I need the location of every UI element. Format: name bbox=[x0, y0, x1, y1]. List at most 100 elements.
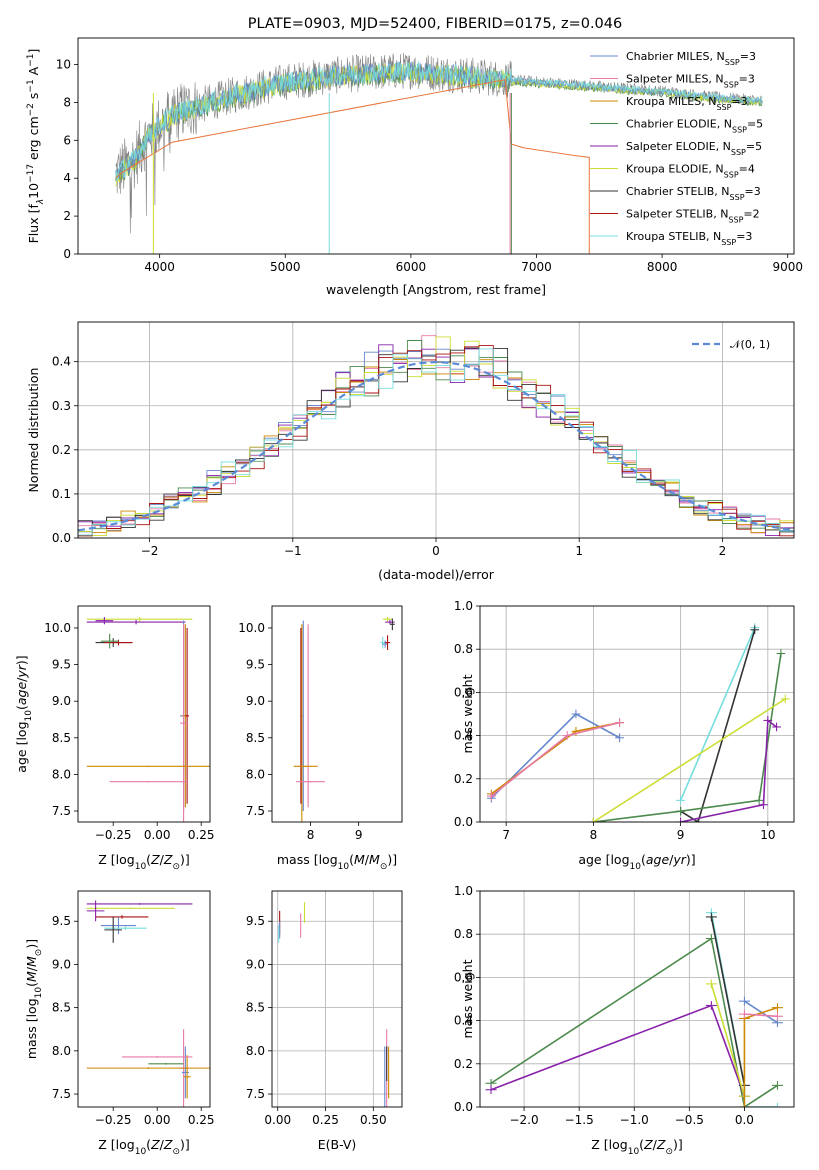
label-part: ( bbox=[146, 1137, 151, 1152]
label-part: s bbox=[26, 93, 41, 104]
x-tick-label: 0.25 bbox=[312, 1113, 339, 1127]
label-part: 10 bbox=[135, 862, 147, 872]
label-part: / bbox=[160, 1137, 165, 1152]
chart-residuals: −2 −1 0 1 2 0.0 0.1 0.2 0.3 0.4 𝒩(0, 1) (data-model… bbox=[26, 321, 795, 582]
x-tick-label: −2 bbox=[141, 544, 159, 558]
y-tick-label: 0.6 bbox=[454, 970, 473, 984]
y-tick-label: 0.6 bbox=[454, 685, 473, 699]
legend-label: Kroupa ELODIE, NSSP=4 bbox=[626, 163, 755, 180]
axes-frame bbox=[479, 890, 795, 1108]
label-part: ⊙ bbox=[665, 1147, 673, 1157]
weight-z-line bbox=[710, 983, 746, 1097]
label-part: λ bbox=[36, 199, 46, 205]
legend-label-part: SSP bbox=[724, 80, 739, 89]
plot-area bbox=[293, 616, 395, 822]
x-tick-label: −2.0 bbox=[509, 1113, 538, 1127]
x-axis-label: wavelength [Angstrom, rest frame] bbox=[326, 282, 546, 297]
label-part: )] bbox=[387, 852, 397, 867]
y-tick-label: 0.1 bbox=[52, 487, 71, 501]
legend-label-part: Salpeter MILES, N bbox=[626, 73, 724, 86]
legend-label: 𝒩(0, 1) bbox=[730, 338, 770, 351]
label-part: / bbox=[669, 852, 674, 867]
y-tick-label: 8 bbox=[63, 95, 71, 109]
y-tick-label: 10.0 bbox=[44, 621, 71, 635]
legend-label: Kroupa STELIB, NSSP=3 bbox=[626, 230, 752, 247]
legend-label-part: =3 bbox=[739, 73, 755, 86]
weight-z-line bbox=[490, 1004, 746, 1097]
label-part: yr bbox=[672, 852, 686, 867]
label-part: age [log bbox=[578, 852, 629, 867]
x-tick-label: 8 bbox=[590, 828, 598, 842]
plot-area bbox=[115, 52, 763, 254]
y-tick-label: 9.5 bbox=[52, 914, 71, 928]
chart-age_vs_Z: −0.25 0.00 0.257.58.08.59.09.510.0Z [log10… bbox=[14, 605, 215, 872]
y-tick-label: 0.2 bbox=[454, 772, 473, 786]
chart-spectrum: 4000 5000 6000 7000 8000 9000 0 2 4 6 8 10 wavelengt… bbox=[26, 37, 803, 297]
label-part: ⊙ bbox=[34, 949, 44, 957]
plot-area bbox=[278, 902, 390, 1107]
x-axis-label: (data-model)/error bbox=[378, 567, 495, 582]
y-axis-label: age [log10(age/yr)] bbox=[14, 655, 34, 772]
y-axis-label: mass [log10(M/M⊙)] bbox=[24, 939, 44, 1059]
y-tick-label: 0.2 bbox=[454, 1057, 473, 1071]
x-tick-label: 4000 bbox=[144, 260, 175, 274]
legend-label-part: =5 bbox=[747, 118, 763, 131]
y-tick-label: 0.4 bbox=[454, 729, 473, 743]
label-part: mass [log bbox=[277, 852, 338, 867]
label-part: ( bbox=[349, 852, 354, 867]
y-tick-label: 0.8 bbox=[454, 642, 473, 656]
label-part: mass [log bbox=[24, 998, 39, 1059]
label-part: / bbox=[24, 966, 39, 971]
y-tick-label: 10.0 bbox=[238, 621, 265, 635]
y-tick-label: 8.0 bbox=[246, 1044, 265, 1058]
weight-z-line bbox=[710, 916, 746, 1086]
y-tick-label: 4 bbox=[63, 171, 71, 185]
y-tick-label: 8.5 bbox=[52, 1001, 71, 1015]
legend-label-part: =3 bbox=[731, 95, 747, 108]
legend-label-part: =3 bbox=[745, 185, 761, 198]
y-tick-label: 7.5 bbox=[52, 1087, 71, 1101]
y-tick-label: 8.5 bbox=[246, 1001, 265, 1015]
label-part: age bbox=[646, 852, 670, 867]
y-tick-label: 9.5 bbox=[246, 914, 265, 928]
label-part: ⊙ bbox=[172, 862, 180, 872]
legend-label-part: Kroupa STELIB, N bbox=[626, 230, 721, 243]
y-tick-label: 7.5 bbox=[246, 804, 265, 818]
axes-frame bbox=[271, 890, 403, 1108]
label-part: 10 bbox=[338, 862, 350, 872]
y-tick-label: 0.8 bbox=[454, 927, 473, 941]
label-part: −2 bbox=[26, 103, 36, 116]
y-tick-label: 0 bbox=[63, 247, 71, 261]
label-part: 10 bbox=[628, 1147, 640, 1157]
label-part: 10 bbox=[630, 862, 642, 872]
y-tick-label: 0.4 bbox=[454, 1014, 473, 1028]
label-part: 10 bbox=[26, 183, 41, 199]
residual-histogram bbox=[78, 336, 794, 536]
y-tick-label: 0.0 bbox=[52, 531, 71, 545]
label-part: Z [log bbox=[591, 1137, 627, 1152]
plot-area bbox=[486, 623, 790, 822]
x-axis-label: E(B-V) bbox=[318, 1137, 357, 1152]
legend-label-part: =5 bbox=[746, 140, 762, 153]
legend-label-part: =2 bbox=[743, 208, 759, 221]
y-axis-label: Flux [fλ10−17 erg cm−2 s−1 A−1] bbox=[26, 49, 46, 244]
y-tick-label: 0.0 bbox=[454, 1100, 473, 1114]
x-tick-label: −0.5 bbox=[675, 1113, 704, 1127]
x-tick-label: 0.25 bbox=[188, 828, 215, 842]
x-tick-label: 5000 bbox=[270, 260, 301, 274]
legend-label: Chabrier ELODIE, NSSP=5 bbox=[626, 118, 763, 135]
weight-z-line bbox=[743, 1000, 778, 1024]
legend-label-part: Chabrier ELODIE, N bbox=[626, 118, 732, 131]
plot-area bbox=[78, 335, 794, 537]
label-part: M bbox=[354, 852, 365, 867]
x-tick-label: 6000 bbox=[396, 260, 427, 274]
weight-age-line bbox=[680, 718, 778, 822]
legend-label-part: =3 bbox=[740, 50, 756, 63]
x-tick-label: 7 bbox=[502, 828, 510, 842]
legend-label-part: SSP bbox=[724, 170, 739, 179]
label-part: )] bbox=[180, 1137, 190, 1152]
label-part: )] bbox=[24, 939, 39, 949]
x-tick-label: −0.25 bbox=[95, 1113, 132, 1127]
legend-label-part: SSP bbox=[716, 103, 731, 112]
